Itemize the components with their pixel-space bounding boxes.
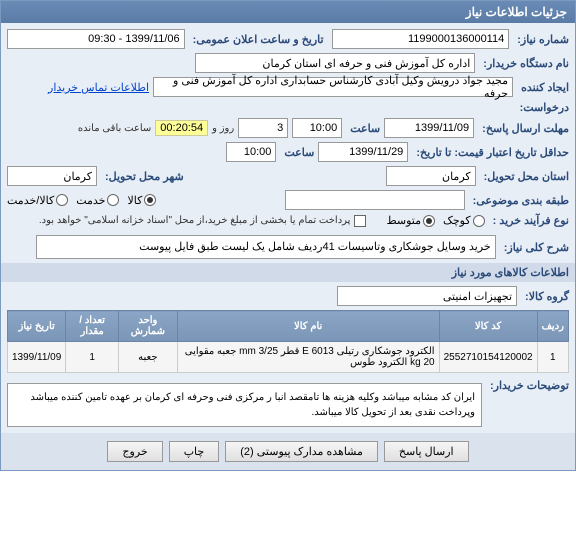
table-row[interactable]: 1 2552710154120002 الکترود جوشکاری رتیلی… bbox=[8, 342, 569, 373]
th-name: نام کالا bbox=[177, 311, 439, 342]
payment-note: پرداخت تمام یا بخشی از مبلغ خرید،از محل … bbox=[39, 215, 351, 226]
items-section-header: اطلاعات کالاهای مورد نیاز bbox=[1, 263, 575, 282]
deadline-date-field: 1399/11/09 bbox=[384, 118, 474, 138]
need-number-field: 1199000136000114 bbox=[332, 29, 510, 49]
cell-unit: جعبه bbox=[118, 342, 177, 373]
creator-label: ایجاد کننده bbox=[517, 81, 569, 94]
print-button[interactable]: چاپ bbox=[169, 441, 220, 462]
province-field: کرمان bbox=[386, 166, 476, 186]
contact-link[interactable]: اطلاعات تماس خریدار bbox=[48, 81, 149, 94]
goods-service-radio: کالا خدمت کالا/خدمت bbox=[7, 194, 156, 207]
group-field: تجهیزات امنیتی bbox=[337, 286, 517, 306]
process-label: نوع فرآیند خرید : bbox=[489, 214, 569, 227]
panel-content: شماره نیاز: 1199000136000114 تاریخ و ساع… bbox=[1, 23, 575, 470]
time-label-2: ساعت bbox=[280, 146, 314, 159]
buyer-org-field: اداره کل آموزش فنی و حرفه ای استان کرمان bbox=[195, 53, 475, 73]
radio-goods-label: کالا bbox=[127, 194, 142, 207]
buyer-desc-label: توضیحات خریدار: bbox=[486, 379, 569, 392]
request-label: درخواست: bbox=[516, 101, 569, 114]
announce-field: 1399/11/06 - 09:30 bbox=[7, 29, 185, 49]
creator-field: مجید جواد درویش وکیل آبادی کارشناس حسابد… bbox=[153, 77, 513, 97]
cell-code: 2552710154120002 bbox=[439, 342, 537, 373]
th-code: کد کالا bbox=[439, 311, 537, 342]
radio-small[interactable] bbox=[473, 215, 485, 227]
deadline-time-field: 10:00 bbox=[292, 118, 342, 138]
need-number-label: شماره نیاز: bbox=[513, 33, 569, 46]
cell-idx: 1 bbox=[537, 342, 568, 373]
summary-field: خرید وسایل جوشکاری وتاسیسات 41ردیف شامل … bbox=[36, 235, 496, 259]
th-qty: تعداد / مقدار bbox=[66, 311, 119, 342]
radio-goods[interactable] bbox=[144, 194, 156, 206]
radio-small-label: کوچک bbox=[443, 214, 471, 227]
validity-date-field: 1399/11/29 bbox=[318, 142, 408, 162]
summary-label: شرح کلی نیاز: bbox=[500, 241, 569, 254]
cell-name: الکترود جوشکاری رتیلی E 6013 قطر 3/25 mm… bbox=[177, 342, 439, 373]
validity-label: حداقل تاریخ اعتبار قیمت: تا تاریخ: bbox=[412, 146, 569, 159]
radio-both[interactable] bbox=[56, 194, 68, 206]
radio-service[interactable] bbox=[107, 194, 119, 206]
buyer-desc-field: ایران کد مشابه میباشد وکلیه هزینه ها تام… bbox=[7, 383, 482, 427]
time-label-1: ساعت bbox=[346, 122, 380, 135]
validity-time-field: 10:00 bbox=[226, 142, 276, 162]
radio-both-label: کالا/خدمت bbox=[7, 194, 54, 207]
radio-medium-label: متوسط bbox=[386, 214, 421, 227]
announce-label: تاریخ و ساعت اعلان عمومی: bbox=[189, 33, 324, 46]
cell-date: 1399/11/09 bbox=[8, 342, 66, 373]
province-label: استان محل تحویل: bbox=[480, 170, 569, 183]
city-field: کرمان bbox=[7, 166, 97, 186]
need-details-panel: جزئیات اطلاعات نیاز شماره نیاز: 11990001… bbox=[0, 0, 576, 471]
radio-medium[interactable] bbox=[423, 215, 435, 227]
remaining-label: ساعت باقی مانده bbox=[78, 123, 151, 134]
items-table: ردیف کد کالا نام کالا واحد شمارش تعداد /… bbox=[7, 310, 569, 373]
th-idx: ردیف bbox=[537, 311, 568, 342]
treasury-checkbox[interactable] bbox=[354, 215, 366, 227]
buyer-org-label: نام دستگاه خریدار: bbox=[479, 57, 569, 70]
process-radio: کوچک متوسط bbox=[386, 214, 484, 227]
category-field bbox=[285, 190, 465, 210]
group-label: گروه کالا: bbox=[521, 290, 569, 303]
attachments-button[interactable]: مشاهده مدارک پیوستی (2) bbox=[225, 441, 378, 462]
reply-button[interactable]: ارسال پاسخ bbox=[384, 441, 469, 462]
timer: 00:20:54 bbox=[155, 120, 208, 136]
category-label: طبقه بندی موضوعی: bbox=[469, 194, 569, 207]
cell-qty: 1 bbox=[66, 342, 119, 373]
th-unit: واحد شمارش bbox=[118, 311, 177, 342]
radio-service-label: خدمت bbox=[76, 194, 105, 207]
button-row: ارسال پاسخ مشاهده مدارک پیوستی (2) چاپ خ… bbox=[1, 433, 575, 470]
deadline-label: مهلت ارسال پاسخ: bbox=[478, 122, 569, 135]
city-label: شهر محل تحویل: bbox=[101, 170, 184, 183]
panel-title: جزئیات اطلاعات نیاز bbox=[1, 1, 575, 23]
th-date: تاریخ نیاز bbox=[8, 311, 66, 342]
days-field: 3 bbox=[238, 118, 288, 138]
exit-button[interactable]: خروج bbox=[107, 441, 162, 462]
days-label: روز و bbox=[212, 123, 234, 134]
